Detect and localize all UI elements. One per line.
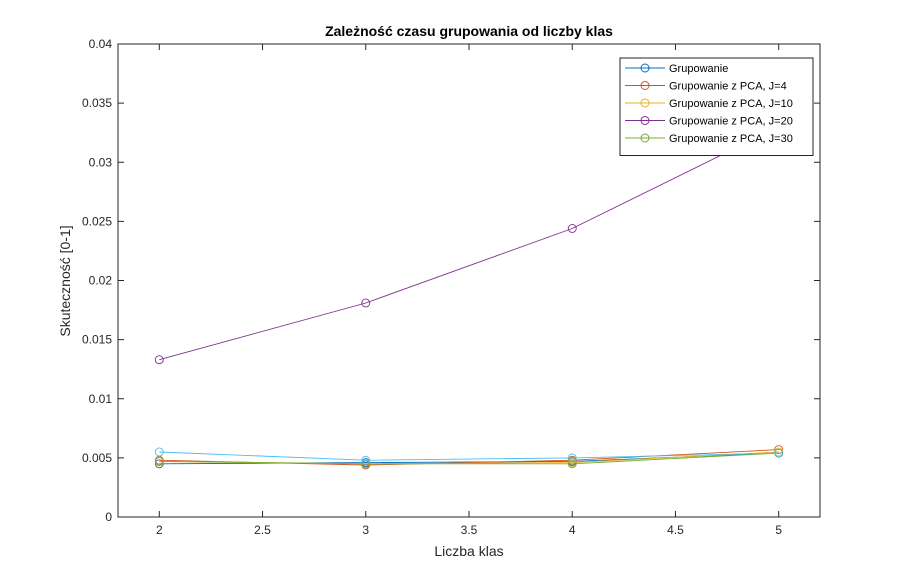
legend-label: Grupowanie z PCA, J=4 <box>669 81 787 93</box>
x-tick-label: 2 <box>156 523 163 537</box>
data-point-5-2 <box>567 453 577 463</box>
legend-label: Grupowanie z PCA, J=30 <box>669 133 793 145</box>
data-point-3-2 <box>567 224 577 233</box>
data-point-4-2 <box>567 459 577 469</box>
legend-box <box>619 57 814 156</box>
legend-label: Grupowanie z PCA, J=10 <box>669 98 793 110</box>
data-point-1-3 <box>774 445 784 455</box>
legend-swatch-marker-2 <box>640 98 650 108</box>
y-tick-label: 0.01 <box>89 392 113 406</box>
y-tick-label: 0.04 <box>89 37 113 51</box>
legend: Grupowanie Grupowanie z PCA, J=4 Grupowani… <box>619 57 814 156</box>
series-line-3 <box>159 126 779 361</box>
legend-label: Grupowanie z PCA, J=20 <box>669 116 793 128</box>
series-line-4 <box>159 452 779 465</box>
axes-layer: 2 2.5 3 3.5 4 4.5 5 0 0.005 0.01 0.015 0.02 0.025 0.0… <box>82 37 821 537</box>
data-point-4-0 <box>154 456 164 466</box>
y-tick-label: 0.02 <box>89 274 113 288</box>
data-point-5-3 <box>774 448 784 458</box>
y-tick-label: 0.035 <box>82 96 112 110</box>
x-tick-label: 3.5 <box>461 523 478 537</box>
legend-swatch-marker-3 <box>640 116 650 125</box>
marks-layer <box>154 122 784 470</box>
x-tick-label: 2.5 <box>254 523 271 537</box>
legend-swatch-marker-0 <box>640 63 650 73</box>
y-tick-label: 0 <box>105 510 112 524</box>
legend-swatch-marker-4 <box>640 133 650 143</box>
legend-swatch-marker-1 <box>640 81 650 90</box>
x-tick-label: 3 <box>362 523 369 537</box>
chart-title: Zależność czasu grupowania od liczby kla… <box>325 23 613 39</box>
data-point-3-1 <box>361 298 371 308</box>
x-tick-label: 5 <box>775 523 782 537</box>
x-tick-label: 4 <box>569 523 576 537</box>
data-point-5-1 <box>361 455 371 465</box>
data-point-0-0 <box>154 459 164 469</box>
x-axis-label: Liczba klas <box>434 543 503 559</box>
y-axis-label: Skuteczność [0-1] <box>57 225 73 336</box>
data-point-3-0 <box>154 355 164 365</box>
series-line-5 <box>159 451 779 461</box>
data-point-5-0 <box>154 447 164 457</box>
y-tick-label: 0.005 <box>82 451 112 465</box>
x-tick-label: 4.5 <box>667 523 684 537</box>
y-tick-label: 0.025 <box>82 214 112 228</box>
y-tick-label: 0.03 <box>89 155 113 169</box>
y-tick-label: 0.015 <box>82 333 112 347</box>
legend-label: Grupowanie <box>669 63 728 75</box>
